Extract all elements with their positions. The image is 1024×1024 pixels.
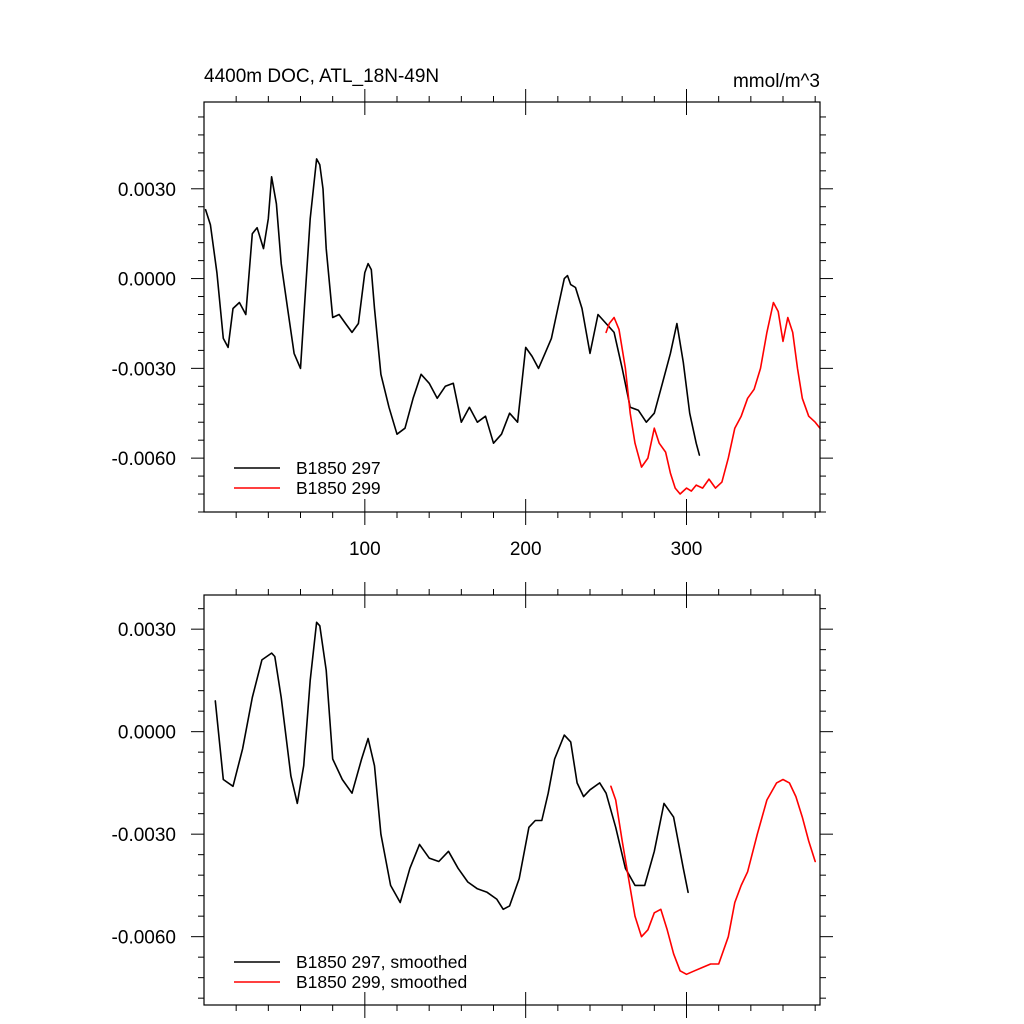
axis-ticks: 100 200 300 0.0030 0.0000 -0.0030 -0.0060	[112, 89, 833, 560]
x-tick-label: 200	[510, 539, 542, 560]
y-tick-label: 0.0030	[118, 180, 176, 201]
series-line-2	[605, 301, 821, 495]
axis-ticks: 0.0030 0.0000 -0.0030 -0.0060	[112, 582, 833, 1018]
legend-label: B1850 297	[296, 458, 381, 478]
y-tick-label: -0.0030	[112, 825, 176, 846]
series-group	[204, 158, 821, 495]
y-tick-label: -0.0060	[112, 449, 176, 470]
series-line-1	[204, 158, 701, 456]
panel-bottom: 0.0030 0.0000 -0.0030 -0.0060 B1850 297, sm…	[112, 582, 833, 1018]
chart-units: mmol/m^3	[733, 71, 820, 92]
plot-frame	[203, 594, 821, 1006]
series-group	[214, 621, 816, 976]
legend-label: B1850 297, smoothed	[296, 952, 467, 972]
x-tick-label: 300	[671, 539, 703, 560]
plot-frame	[203, 101, 821, 513]
legend-label: B1850 299, smoothed	[296, 972, 467, 992]
series-line-2	[610, 778, 816, 976]
y-tick-label: -0.0060	[112, 928, 176, 949]
y-tick-label: -0.0030	[112, 359, 176, 380]
y-tick-label: 0.0000	[118, 723, 176, 744]
series-line-1	[214, 621, 689, 911]
y-tick-label: 0.0030	[118, 620, 176, 641]
chart-title: 4400m DOC, ATL_18N-49N	[204, 66, 439, 87]
x-tick-label: 100	[349, 539, 381, 560]
panel-top: 4400m DOC, ATL_18N-49N mmol/m^3 100 200 30…	[112, 66, 833, 560]
y-tick-label: 0.0000	[118, 270, 176, 291]
legend-label: B1850 299	[296, 478, 381, 498]
